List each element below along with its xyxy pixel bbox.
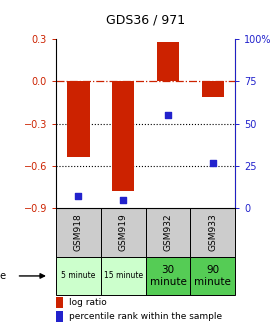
Bar <box>56 257 101 295</box>
Bar <box>56 208 101 257</box>
Text: GSM933: GSM933 <box>208 214 217 251</box>
Text: 30
minute: 30 minute <box>150 265 186 287</box>
Bar <box>67 81 90 158</box>
Bar <box>202 81 224 97</box>
Bar <box>146 257 190 295</box>
Bar <box>190 208 235 257</box>
Point <box>166 112 170 118</box>
Text: 15 minute: 15 minute <box>104 271 143 281</box>
Point <box>76 194 81 199</box>
Point <box>121 197 125 202</box>
Point <box>211 160 215 165</box>
Text: log ratio: log ratio <box>69 298 106 307</box>
Text: 90
minute: 90 minute <box>194 265 231 287</box>
Text: GSM932: GSM932 <box>164 214 172 251</box>
Text: GSM918: GSM918 <box>74 214 83 251</box>
Text: 5 minute: 5 minute <box>61 271 95 281</box>
Text: time: time <box>0 271 6 281</box>
Bar <box>146 208 190 257</box>
Text: GDS36 / 971: GDS36 / 971 <box>106 13 185 26</box>
Bar <box>56 297 63 308</box>
Bar <box>101 257 146 295</box>
Bar <box>56 311 63 322</box>
Bar <box>157 42 179 81</box>
Bar <box>101 208 146 257</box>
Text: percentile rank within the sample: percentile rank within the sample <box>69 312 222 321</box>
Text: GSM919: GSM919 <box>119 214 128 251</box>
Bar <box>190 257 235 295</box>
Bar <box>112 81 134 191</box>
